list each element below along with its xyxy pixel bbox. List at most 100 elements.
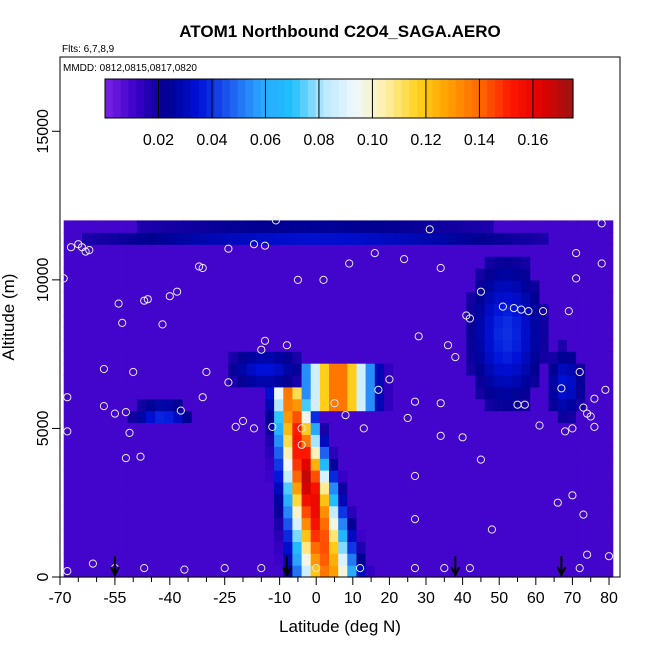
heatmap-cell [255,493,266,507]
heatmap-cell [100,351,111,364]
heatmap-cell [457,493,467,507]
heatmap-cell [136,256,147,269]
heatmap-cell [310,446,321,459]
heatmap-cell [164,446,175,459]
heatmap-cell [228,410,239,424]
heatmap-cell [91,363,101,376]
heatmap-cell [448,481,458,495]
heatmap-cell [557,493,568,507]
heatmap-cell [310,291,321,305]
heatmap-cell [173,268,184,281]
heatmap-cell [182,279,193,293]
heatmap-cell [383,291,394,305]
heatmap-cell [557,553,568,566]
heatmap-cell [274,481,284,495]
heatmap-cell [82,493,92,507]
heatmap-cell [347,565,358,578]
heatmap-cell [164,339,175,352]
heatmap-cell [210,220,220,233]
heatmap-cell [210,315,220,328]
heatmap-cell [91,279,101,293]
heatmap-cell [310,315,321,328]
heatmap-cell [420,339,431,352]
heatmap-cell [448,470,458,483]
heatmap-cell [347,446,358,459]
colorbar-swatch [409,79,418,118]
heatmap-cell [292,327,303,340]
heatmap-cell [191,458,202,471]
heatmap-cell [246,244,257,257]
heatmap-cell [383,398,394,412]
heatmap-cell [91,268,101,281]
sample-point [110,409,120,418]
heatmap-cell [466,398,477,412]
heatmap-cell [182,351,193,364]
heatmap-cell [274,434,284,447]
flight-markers [110,556,567,578]
heatmap-cell [585,410,595,424]
heatmap-cell [200,481,211,495]
heatmap-cell [411,493,422,507]
heatmap-cell [292,493,303,507]
heatmap-cell [319,351,330,364]
heatmap-cell [356,303,367,317]
heatmap-cell [402,244,412,257]
heatmap-cell [329,398,339,412]
heatmap-cell [72,517,83,531]
heatmap-cell [594,541,605,554]
heatmap-cell [594,279,605,293]
heatmap-cell [210,279,220,293]
heatmap-cell [237,470,248,483]
heatmap-cell [173,351,184,364]
heatmap-cell [146,541,156,554]
heatmap-cell [374,220,385,233]
sample-point [583,550,592,559]
heatmap-cell [100,398,111,412]
heatmap-cell [338,481,348,495]
heatmap-cell [255,398,266,412]
heatmap-cell [548,553,559,566]
heatmap-cell [402,422,412,435]
heatmap-cell [347,410,358,424]
heatmap-cell [402,386,412,400]
heatmap-cell [365,374,376,388]
heatmap-cell [200,541,211,554]
heatmap-cell [347,422,358,435]
heatmap-cell [356,553,367,566]
heatmap-cell [521,434,531,447]
heatmap-cell [146,374,156,388]
heatmap-cell [109,363,120,376]
heatmap-cell [319,422,330,435]
heatmap-cell [146,493,156,507]
heatmap-cell [420,351,431,364]
heatmap-cell [127,398,138,412]
heatmap-cell [383,517,394,531]
heatmap-cell [191,291,202,305]
heatmap-cell [301,351,312,364]
heatmap-cell [393,481,403,495]
heatmap-cell [347,434,358,447]
heatmap-cell [530,434,541,447]
heatmap-cell [310,279,321,293]
heatmap-cell [338,541,348,554]
heatmap-cell [127,434,138,447]
heatmap-cell [438,481,449,495]
colorbar-tick-label: 0.16 [517,132,548,149]
heatmap-cell [191,303,202,317]
heatmap-cell [411,541,422,554]
heatmap-cell [246,434,257,447]
heatmap-cell [136,517,147,531]
heatmap-cell [566,315,577,328]
sample-point [414,332,423,341]
heatmap-cell [603,327,614,340]
heatmap-cell [155,232,165,245]
heatmap-cell [548,256,559,269]
heatmap-cell [100,268,111,281]
heatmap-cell [402,339,412,352]
heatmap-cell [146,505,156,519]
heatmap-cell [292,386,303,400]
heatmap-cell [118,268,129,281]
heatmap-cell [594,291,605,305]
heatmap-cell [301,481,312,495]
